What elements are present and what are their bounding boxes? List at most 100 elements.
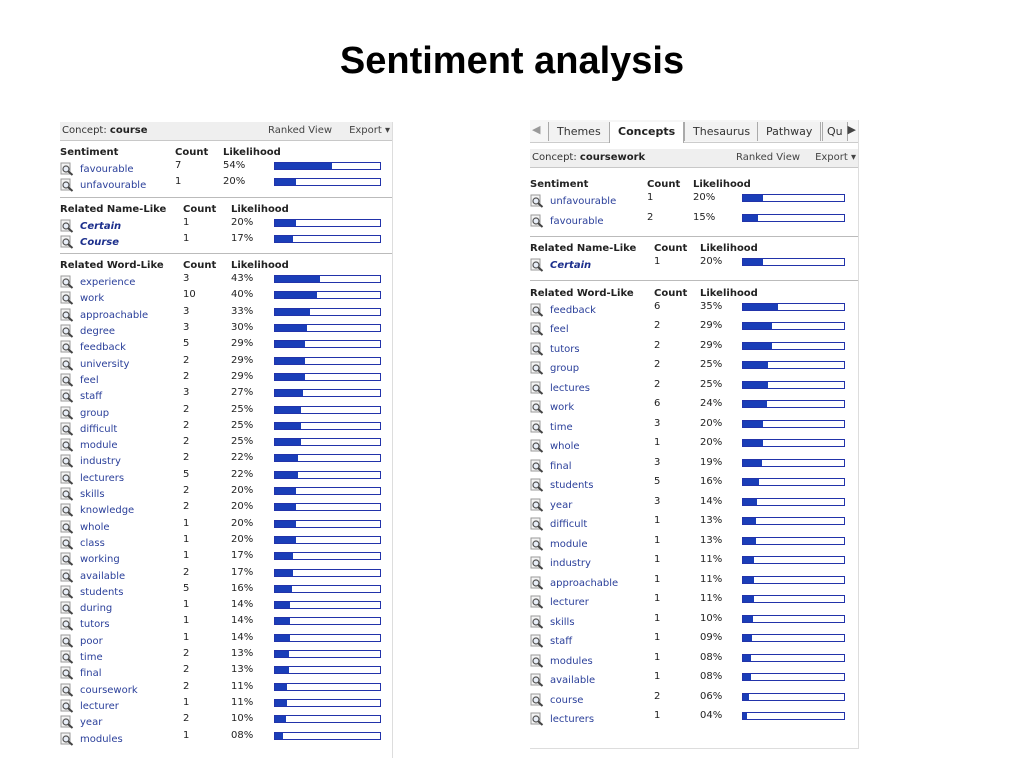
term-link[interactable]: feel xyxy=(550,324,569,335)
magnifier-document-icon[interactable] xyxy=(530,258,544,272)
list-item[interactable]: Course 1 17% xyxy=(60,233,392,249)
list-item[interactable]: students 5 16% xyxy=(530,476,858,496)
magnifier-document-icon[interactable] xyxy=(60,178,74,193)
magnifier-document-icon[interactable] xyxy=(60,340,74,355)
list-item[interactable]: industry 2 22% xyxy=(60,452,392,469)
term-link[interactable]: difficult xyxy=(550,519,588,530)
column-header-likelihood[interactable]: Likelihood xyxy=(700,287,758,299)
term-link[interactable]: lectures xyxy=(550,382,590,394)
list-item[interactable]: poor 1 14% xyxy=(60,632,392,648)
export-menu-button[interactable]: Export ▾ xyxy=(815,152,856,163)
magnifier-document-icon[interactable] xyxy=(60,219,74,233)
list-item[interactable]: coursework 2 11% xyxy=(60,681,392,697)
magnifier-document-icon[interactable] xyxy=(60,373,74,387)
term-link[interactable]: during xyxy=(80,603,113,615)
term-link[interactable]: approachable xyxy=(80,309,149,321)
list-item[interactable]: experience 3 43% xyxy=(60,273,392,289)
term-link[interactable]: class xyxy=(80,537,105,549)
list-item[interactable]: work 6 24% xyxy=(530,398,858,418)
term-link[interactable]: students xyxy=(80,586,124,598)
list-item[interactable]: available 2 17% xyxy=(60,567,392,583)
term-link[interactable]: skills xyxy=(80,489,105,501)
magnifier-document-icon[interactable] xyxy=(530,556,544,570)
magnifier-document-icon[interactable] xyxy=(530,322,544,336)
term-link[interactable]: whole xyxy=(550,441,580,452)
magnifier-document-icon[interactable] xyxy=(530,654,544,668)
list-item[interactable]: skills 2 20% xyxy=(60,485,392,501)
list-item[interactable]: lecturers 5 22% xyxy=(60,469,392,485)
magnifier-document-icon[interactable] xyxy=(60,422,74,436)
list-item[interactable]: available 1 08% xyxy=(530,671,858,691)
magnifier-document-icon[interactable] xyxy=(60,634,74,648)
list-item[interactable]: approachable 1 11% xyxy=(530,574,858,594)
list-item[interactable]: during 1 14% xyxy=(60,599,392,615)
ranked-view-button[interactable]: Ranked View xyxy=(736,152,801,163)
list-item[interactable]: module 1 13% xyxy=(530,535,858,555)
magnifier-document-icon[interactable] xyxy=(530,498,544,512)
list-item[interactable]: work 10 40% xyxy=(60,289,392,306)
list-item[interactable]: whole 1 20% xyxy=(530,437,858,457)
magnifier-document-icon[interactable] xyxy=(530,537,544,551)
column-header-count[interactable]: Count xyxy=(654,243,688,254)
magnifier-document-icon[interactable] xyxy=(60,520,74,534)
list-item[interactable]: course 2 06% xyxy=(530,691,858,711)
list-item[interactable]: tutors 1 14% xyxy=(60,615,392,632)
list-item[interactable]: unfavourable 1 20% xyxy=(530,192,858,212)
term-link[interactable]: staff xyxy=(550,636,573,647)
list-item[interactable]: feel 2 29% xyxy=(530,320,858,340)
magnifier-document-icon[interactable] xyxy=(530,303,544,317)
term-link[interactable]: feedback xyxy=(550,304,596,316)
list-item[interactable]: feedback 5 29% xyxy=(60,338,392,355)
magnifier-document-icon[interactable] xyxy=(530,693,544,707)
term-link[interactable]: available xyxy=(550,675,596,686)
magnifier-document-icon[interactable] xyxy=(60,666,74,681)
magnifier-document-icon[interactable] xyxy=(60,275,74,289)
magnifier-document-icon[interactable] xyxy=(530,459,544,473)
term-link[interactable]: feel xyxy=(80,374,99,386)
list-item[interactable]: unfavourable 1 20% xyxy=(60,176,392,193)
term-link[interactable]: students xyxy=(550,480,594,491)
magnifier-document-icon[interactable] xyxy=(60,308,74,322)
list-item[interactable]: university 2 29% xyxy=(60,355,392,371)
column-header-count[interactable]: Count xyxy=(175,147,209,158)
magnifier-document-icon[interactable] xyxy=(60,617,74,632)
term-link[interactable]: Course xyxy=(80,236,119,248)
magnifier-document-icon[interactable] xyxy=(530,576,544,590)
column-header-likelihood[interactable]: Likelihood xyxy=(231,203,289,215)
magnifier-document-icon[interactable] xyxy=(530,381,544,395)
column-header-name[interactable]: Related Name-Like xyxy=(60,203,167,215)
magnifier-document-icon[interactable] xyxy=(60,324,74,338)
magnifier-document-icon[interactable] xyxy=(60,650,74,664)
list-item[interactable]: skills 1 10% xyxy=(530,613,858,633)
list-item[interactable]: approachable 3 33% xyxy=(60,306,392,322)
column-header-likelihood[interactable]: Likelihood xyxy=(700,243,758,254)
list-item[interactable]: final 2 13% xyxy=(60,664,392,681)
list-item[interactable]: working 1 17% xyxy=(60,550,392,566)
term-link[interactable]: feedback xyxy=(80,342,126,354)
tab-query[interactable]: Qu xyxy=(822,122,848,141)
column-header-count[interactable]: Count xyxy=(183,203,217,215)
ranked-view-button[interactable]: Ranked View xyxy=(268,125,333,136)
magnifier-document-icon[interactable] xyxy=(60,585,74,599)
magnifier-document-icon[interactable] xyxy=(60,406,74,420)
list-item[interactable]: students 5 16% xyxy=(60,583,392,599)
magnifier-document-icon[interactable] xyxy=(60,438,74,452)
magnifier-document-icon[interactable] xyxy=(530,478,544,492)
term-link[interactable]: group xyxy=(550,363,580,374)
term-link[interactable]: tutors xyxy=(80,619,110,631)
magnifier-document-icon[interactable] xyxy=(530,194,544,208)
list-item[interactable]: staff 3 27% xyxy=(60,387,392,404)
column-header-count[interactable]: Count xyxy=(654,287,688,299)
term-link[interactable]: degree xyxy=(80,326,116,338)
list-item[interactable]: difficult 1 13% xyxy=(530,515,858,535)
column-header-name[interactable]: Sentiment xyxy=(60,147,119,158)
list-item[interactable]: year 2 10% xyxy=(60,713,392,729)
column-header-name[interactable]: Related Word-Like xyxy=(60,260,164,272)
column-header-likelihood[interactable]: Likelihood xyxy=(223,147,281,158)
scroll-left-icon[interactable]: ◀ xyxy=(532,123,541,136)
list-item[interactable]: time 2 13% xyxy=(60,648,392,664)
magnifier-document-icon[interactable] xyxy=(60,503,74,518)
magnifier-document-icon[interactable] xyxy=(530,673,544,687)
magnifier-document-icon[interactable] xyxy=(60,162,74,176)
list-item[interactable]: tutors 2 29% xyxy=(530,340,858,360)
